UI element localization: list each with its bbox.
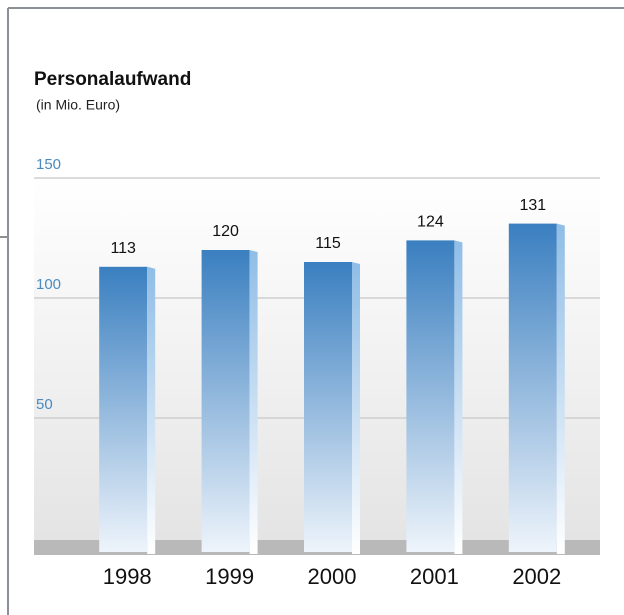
value-label: 120 bbox=[212, 223, 239, 240]
bar bbox=[304, 262, 352, 552]
y-tick-label: 150 bbox=[36, 156, 61, 173]
bar-side bbox=[249, 250, 258, 554]
value-label: 131 bbox=[519, 197, 546, 214]
bar bbox=[99, 266, 148, 552]
value-label: 115 bbox=[315, 235, 341, 252]
bar-side bbox=[454, 240, 463, 554]
bar bbox=[508, 223, 557, 552]
bar-side bbox=[147, 266, 156, 554]
chart-title: Personalaufwand bbox=[34, 69, 191, 90]
value-label: 113 bbox=[110, 240, 136, 257]
x-tick-label: 1998 bbox=[103, 564, 152, 589]
x-tick-label: 2000 bbox=[308, 564, 357, 589]
bar bbox=[201, 250, 250, 552]
chart-subtitle: (in Mio. Euro) bbox=[36, 97, 120, 113]
bar-side bbox=[352, 262, 360, 554]
x-tick-label: 2001 bbox=[410, 564, 459, 589]
bar-side bbox=[556, 223, 565, 554]
x-tick-label: 2002 bbox=[512, 564, 561, 589]
y-tick-label: 100 bbox=[36, 276, 61, 293]
x-tick-label: 1999 bbox=[205, 564, 254, 589]
y-tick-label: 50 bbox=[36, 396, 53, 413]
bar bbox=[406, 240, 455, 552]
value-label: 124 bbox=[417, 214, 444, 231]
